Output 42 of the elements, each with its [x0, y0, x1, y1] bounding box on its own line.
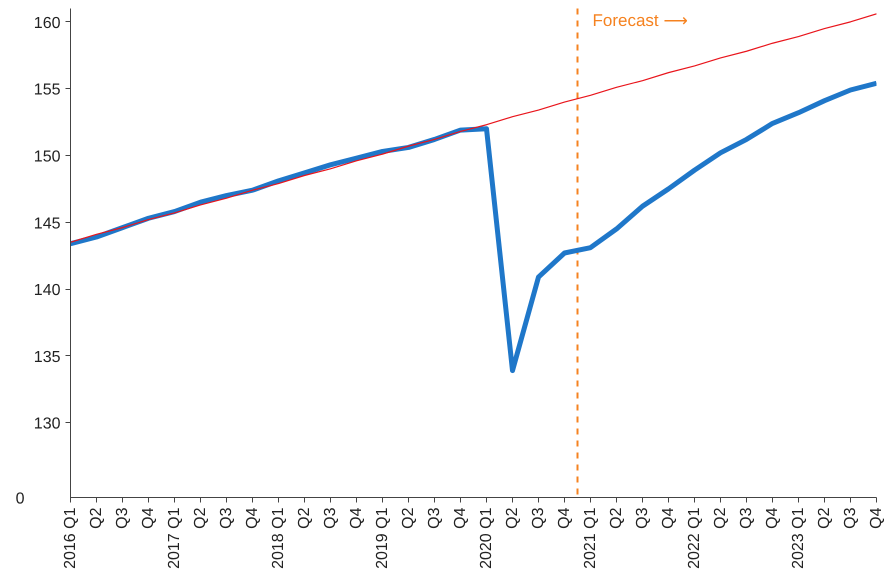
x-tick-label: Q4: [348, 507, 365, 529]
x-tick-label: 2016 Q1: [62, 507, 79, 569]
x-tick-label: Q4: [452, 507, 469, 529]
x-tick-label: Q3: [634, 507, 651, 529]
x-tick-label: Q3: [322, 507, 339, 529]
x-tick-label: Q4: [140, 507, 157, 529]
y-tick-label: 155: [34, 82, 61, 99]
y-tick-label: 140: [34, 282, 61, 300]
x-tick-label: Q2: [816, 507, 833, 529]
x-tick-label: 2019 Q1: [374, 507, 391, 569]
x-tick-label: Q2: [296, 507, 313, 529]
x-tick-label: Q3: [738, 507, 755, 529]
x-tick-label: Q2: [712, 507, 729, 529]
x-tick-label: Q2: [504, 507, 521, 529]
line-series: [70, 13, 876, 243]
x-tick-label: 2020 Q1: [478, 507, 495, 569]
x-tick-label: 2017 Q1: [166, 507, 183, 569]
x-tick-label: 2023 Q1: [790, 507, 807, 569]
x-tick-label: Q2: [608, 507, 625, 529]
x-tick-label: 2021 Q1: [582, 507, 599, 569]
x-tick-label: Q4: [556, 507, 573, 529]
x-tick-label: Q3: [530, 507, 547, 529]
x-tick-label: Q4: [660, 507, 677, 529]
text: 0: [16, 490, 25, 508]
x-tick-label: Q2: [400, 507, 417, 529]
x-tick-label: Q2: [192, 507, 209, 529]
y-tick-label: 135: [34, 348, 61, 366]
x-tick-label: Q4: [244, 507, 261, 529]
ref-line-label: Forecast ⟶: [592, 11, 688, 30]
x-tick-label: Q3: [218, 507, 235, 529]
x-tick-label: Q2: [88, 507, 105, 529]
x-tick-label: Q3: [114, 507, 131, 529]
x-tick-label: Q4: [868, 507, 885, 529]
x-tick-label: Q3: [842, 507, 859, 529]
x-tick-label: Q3: [426, 507, 443, 529]
y-tick-label: 130: [34, 416, 61, 433]
y-tick-label: 160: [34, 14, 61, 32]
x-tick-label: Q4: [764, 507, 781, 529]
y-tick-label: 150: [34, 148, 61, 166]
y-tick-label: 145: [34, 215, 61, 232]
x-tick-label: 2018 Q1: [270, 507, 287, 569]
x-tick-label: 2022 Q1: [686, 507, 703, 569]
